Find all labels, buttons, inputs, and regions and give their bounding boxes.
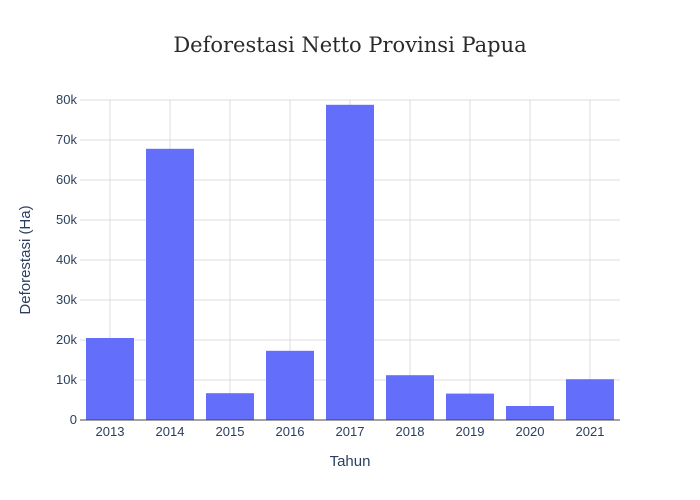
bar <box>326 104 374 421</box>
bar <box>206 393 254 420</box>
x-tick-label: 2014 <box>156 424 185 439</box>
y-tick-label: 50k <box>56 212 77 227</box>
y-tick-label: 80k <box>56 92 77 107</box>
y-tick-label: 20k <box>56 332 77 347</box>
x-tick-label: 2020 <box>516 424 545 439</box>
x-axis-title: Tahun <box>330 453 371 470</box>
y-tick-label: 10k <box>56 372 77 387</box>
bar <box>506 406 554 420</box>
x-tick-label: 2016 <box>276 424 305 439</box>
bar <box>146 148 194 421</box>
y-tick-label: 60k <box>56 172 77 187</box>
x-tick-label: 2018 <box>396 424 425 439</box>
bar <box>566 379 614 420</box>
bar <box>386 375 434 420</box>
x-tick-label: 2017 <box>336 424 365 439</box>
bar <box>446 393 494 420</box>
bar <box>86 338 134 420</box>
bar <box>266 350 314 420</box>
y-axis-title: Deforestasi (Ha) <box>17 205 34 314</box>
bar-layer <box>80 104 620 421</box>
x-tick-label: 2013 <box>96 424 125 439</box>
y-tick-label: 30k <box>56 292 77 307</box>
y-tick-label: 0 <box>70 412 77 427</box>
y-tick-label: 70k <box>56 132 77 147</box>
y-tick-label: 40k <box>56 252 77 267</box>
y-tick-layer: 0 10k 20k 30k 40k 50k 60k 70k 80k <box>56 92 77 427</box>
x-tick-label: 2019 <box>456 424 485 439</box>
x-tick-layer: 2013 2014 2015 2016 2017 2018 2019 2020 2021 <box>96 424 605 439</box>
x-tick-label: 2021 <box>576 424 605 439</box>
x-tick-label: 2015 <box>216 424 245 439</box>
chart-title: Deforestasi Netto Provinsi Papua <box>173 33 526 57</box>
